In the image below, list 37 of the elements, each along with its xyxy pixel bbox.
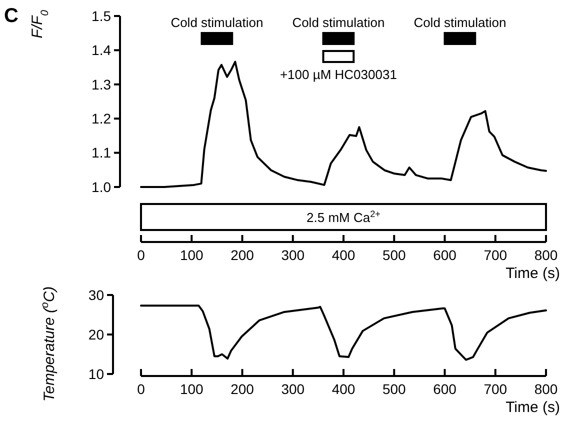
line-series	[140, 304, 547, 361]
x-tick-label: 600	[433, 247, 457, 263]
y-tick-label: 1.1	[92, 144, 112, 161]
line-series	[140, 60, 547, 188]
y-tick-label: 1.2	[92, 110, 112, 126]
x-axis-title: Time (s)	[506, 265, 560, 282]
x-tick-label: 200	[230, 381, 254, 397]
y-tick-label: 1.0	[92, 178, 112, 195]
band-label: Cold stimulation	[170, 15, 264, 30]
x-tick-label: 100	[180, 381, 204, 397]
x-tick-label: 0	[137, 381, 146, 397]
x-tick-label: 100	[180, 247, 204, 263]
y-tick-label: 1.4	[92, 42, 112, 58]
y-tick-label: 1.5	[92, 8, 112, 24]
x-tick-label: 800	[534, 381, 558, 397]
x-tick-label: 300	[281, 381, 305, 397]
x-axis-title: Time (s)	[506, 399, 560, 416]
band-label: Cold stimulation	[414, 15, 506, 30]
x-tick-label: 400	[332, 247, 356, 263]
x-tick-label: 700	[484, 381, 508, 397]
y-tick-label: 1.3	[92, 76, 112, 92]
text: C	[4, 5, 18, 27]
band-label: 2.5 mM Ca$^{2+}$	[306, 209, 380, 225]
band-label: +100 µM HC030031	[280, 67, 397, 82]
x-tick-label: 500	[382, 381, 406, 397]
y-tick-label: 30	[88, 286, 104, 303]
x-tick-label: 600	[433, 381, 457, 397]
y-tick-label: 10	[88, 366, 104, 382]
x-tick-label: 500	[382, 247, 406, 263]
x-tick-label: 0	[137, 247, 146, 263]
y-tick-label: 20	[88, 326, 104, 342]
x-tick-label: 400	[332, 381, 356, 397]
x-tick-label: 300	[281, 247, 305, 263]
x-tick-label: 200	[230, 247, 254, 263]
x-tick-label: 800	[534, 247, 558, 263]
x-tick-label: 700	[484, 247, 508, 263]
band-label: Cold stimulation	[292, 15, 385, 30]
